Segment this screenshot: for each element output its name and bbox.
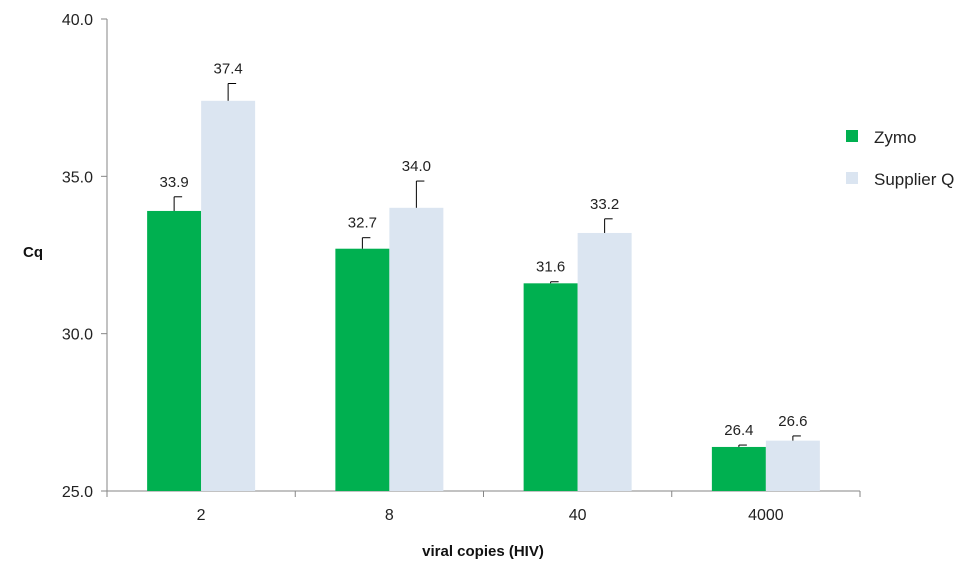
bar-zymo [523,283,578,491]
data-labels: 33.9 32.7 31.6 26.4 37.4 34.0 33.2 26.6 [160,61,808,440]
data-label: 26.6 [778,413,807,430]
x-tick-label: 40 [569,507,587,524]
data-label: 31.6 [536,259,565,276]
data-label: 33.2 [590,196,619,213]
legend: Zymo Supplier Q [846,128,954,189]
bars [147,100,820,492]
bar-zymo [147,210,202,492]
y-axis-title: Cq [23,244,43,261]
bar-supplier-q [765,440,820,491]
legend-label: Zymo [874,128,917,147]
bar-zymo [335,248,390,491]
data-label: 34.0 [402,158,431,175]
legend-label: Supplier Q [874,170,954,189]
y-axis: 25.0 30.0 35.0 40.0 [62,12,108,501]
x-axis-title: viral copies (HIV) [422,543,544,560]
bar-zymo [711,446,766,491]
y-tick-label: 35.0 [62,169,93,186]
x-tick-label: 8 [385,507,394,524]
data-label: 33.9 [160,174,189,191]
data-label: 37.4 [214,61,243,78]
bar-supplier-q [201,100,256,492]
error-bars [173,83,801,447]
data-label: 32.7 [348,215,377,232]
data-label: 26.4 [724,422,753,439]
x-axis: 2 8 40 4000 [106,490,861,524]
legend-swatch [846,130,858,142]
x-tick-label: 4000 [748,507,784,524]
y-tick-label: 30.0 [62,327,93,344]
y-tick-label: 40.0 [62,12,93,29]
y-tick-label: 25.0 [62,484,93,501]
legend-swatch [846,172,858,184]
x-tick-label: 2 [197,507,206,524]
bar-supplier-q [577,232,632,491]
bar-supplier-q [389,207,444,492]
